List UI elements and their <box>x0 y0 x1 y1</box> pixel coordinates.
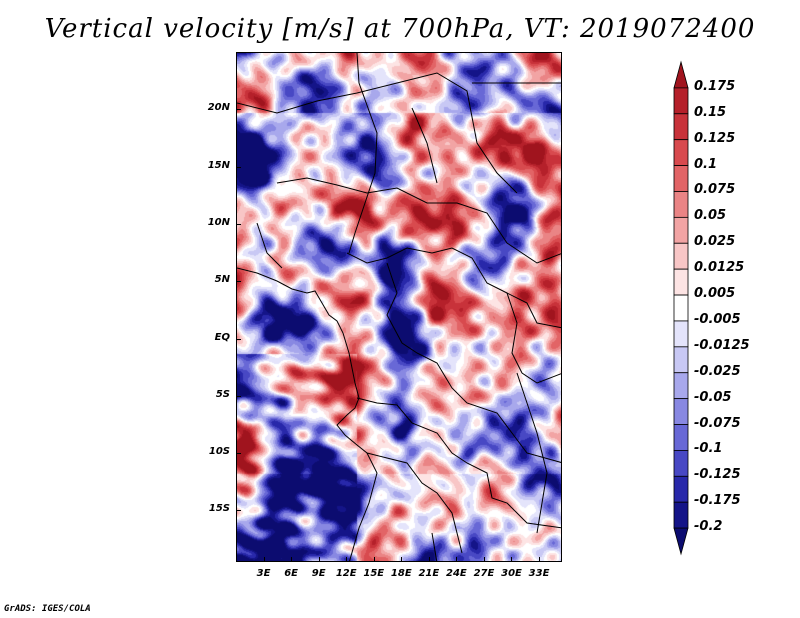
colorbar-tick-label: -0.025 <box>694 363 741 379</box>
colorbar-tick-label: 0.15 <box>694 104 727 120</box>
colorbar-box <box>673 475 689 503</box>
colorbar-min-arrow <box>673 527 689 556</box>
lat-tick-label: 20N <box>207 102 230 114</box>
lat-tick <box>236 338 241 340</box>
colorbar-box <box>673 294 689 322</box>
lon-tick <box>511 557 513 562</box>
colorbar-box <box>673 139 689 166</box>
colorbar-tick-label: 0.025 <box>694 234 736 250</box>
colorbar-tick-label: 0.075 <box>694 182 736 198</box>
lon-tick-label: 9E <box>311 568 326 579</box>
colorbar-tick-label: -0.175 <box>694 493 741 509</box>
lon-tick-label: 12E <box>335 568 357 579</box>
lon-tick <box>346 557 348 562</box>
colorbar-tick-label: -0.05 <box>694 389 732 405</box>
border-line <box>411 107 438 184</box>
colorbar-box <box>673 398 689 425</box>
colorbar-tick-label: -0.1 <box>694 441 723 457</box>
lon-tick <box>373 557 375 562</box>
colorbar-tick-label: 0.0125 <box>694 260 745 276</box>
country-borders <box>237 53 561 561</box>
colorbar-tick-label: 0.125 <box>694 130 736 146</box>
border-line <box>237 267 378 561</box>
colorbar-box <box>673 216 689 244</box>
lat-tick <box>236 281 241 283</box>
map-title: Vertical velocity [m/s] at 700hPa, VT: 2… <box>44 14 756 44</box>
colorbar-tick-label: 0.005 <box>694 286 736 302</box>
map-panel <box>236 52 562 562</box>
colorbar-box <box>673 165 689 192</box>
lat-tick-label: 5S <box>215 388 230 400</box>
colorbar-tick-label: -0.005 <box>694 311 741 327</box>
lon-tick-label: 27E <box>473 568 495 579</box>
grads-credit: GrADS: IGES/COLA <box>4 604 91 614</box>
lon-tick <box>483 557 485 562</box>
border-line <box>516 372 548 534</box>
lon-tick-label: 30E <box>501 568 522 579</box>
border-line <box>276 177 561 264</box>
colorbar-box <box>673 372 689 400</box>
border-line <box>237 72 518 194</box>
lon-tick-label: 3E <box>256 568 271 579</box>
lon-tick <box>291 557 293 562</box>
colorbar-tick-label: -0.2 <box>694 519 723 535</box>
colorbar-box <box>673 501 689 529</box>
colorbar-max-arrow <box>673 60 689 89</box>
lat-tick-label: 10N <box>207 216 230 228</box>
colorbar-tick-label: 0.175 <box>694 78 736 94</box>
border-line <box>348 53 378 254</box>
lon-tick <box>401 557 403 562</box>
colorbar-tick-label: -0.075 <box>694 415 741 431</box>
lat-tick-label: 5N <box>214 274 230 286</box>
colorbar-box <box>673 424 689 451</box>
colorbar-box <box>673 450 689 477</box>
lat-tick-label: 15S <box>208 503 230 515</box>
lat-tick <box>236 109 241 111</box>
lat-tick <box>236 453 241 455</box>
border-line <box>386 262 561 463</box>
lon-tick-label: 18E <box>390 568 412 579</box>
lat-tick <box>236 510 241 512</box>
colorbar-tick-label: -0.125 <box>694 467 741 483</box>
lon-tick-label: 15E <box>363 568 385 579</box>
colorbar-tick-label: 0.1 <box>694 156 718 172</box>
lon-tick-label: 24E <box>446 568 467 579</box>
colorbar-box <box>673 346 689 374</box>
colorbar-tick-label: -0.0125 <box>694 337 750 353</box>
lat-tick <box>236 223 241 225</box>
border-line <box>366 452 463 554</box>
vertical-velocity-field <box>237 53 561 561</box>
colorbar-box <box>673 87 689 115</box>
border-line <box>506 292 561 384</box>
colorbar-tick-label: 0.05 <box>694 208 727 224</box>
lon-tick-label: 21E <box>418 568 440 579</box>
colorbar-box <box>673 113 689 141</box>
lat-tick-label: 15N <box>207 159 230 171</box>
lon-tick <box>318 557 320 562</box>
lon-tick <box>539 557 541 562</box>
lon-tick <box>428 557 430 562</box>
colorbar-box <box>673 268 689 296</box>
lon-tick <box>456 557 458 562</box>
lat-tick <box>236 166 241 168</box>
lon-tick-label: 6E <box>284 568 298 579</box>
border-line <box>256 222 283 269</box>
lon-tick-label: 33E <box>528 568 550 579</box>
lon-tick <box>263 557 265 562</box>
lat-tick-label: 10S <box>208 446 230 458</box>
colorbar-box <box>673 320 689 348</box>
lat-tick-label: EQ <box>214 331 230 343</box>
colorbar-box <box>673 191 689 218</box>
border-line <box>356 397 561 529</box>
colorbar-box <box>673 242 689 270</box>
border-line <box>431 532 438 561</box>
border-line <box>346 247 561 329</box>
lat-tick <box>236 395 241 397</box>
